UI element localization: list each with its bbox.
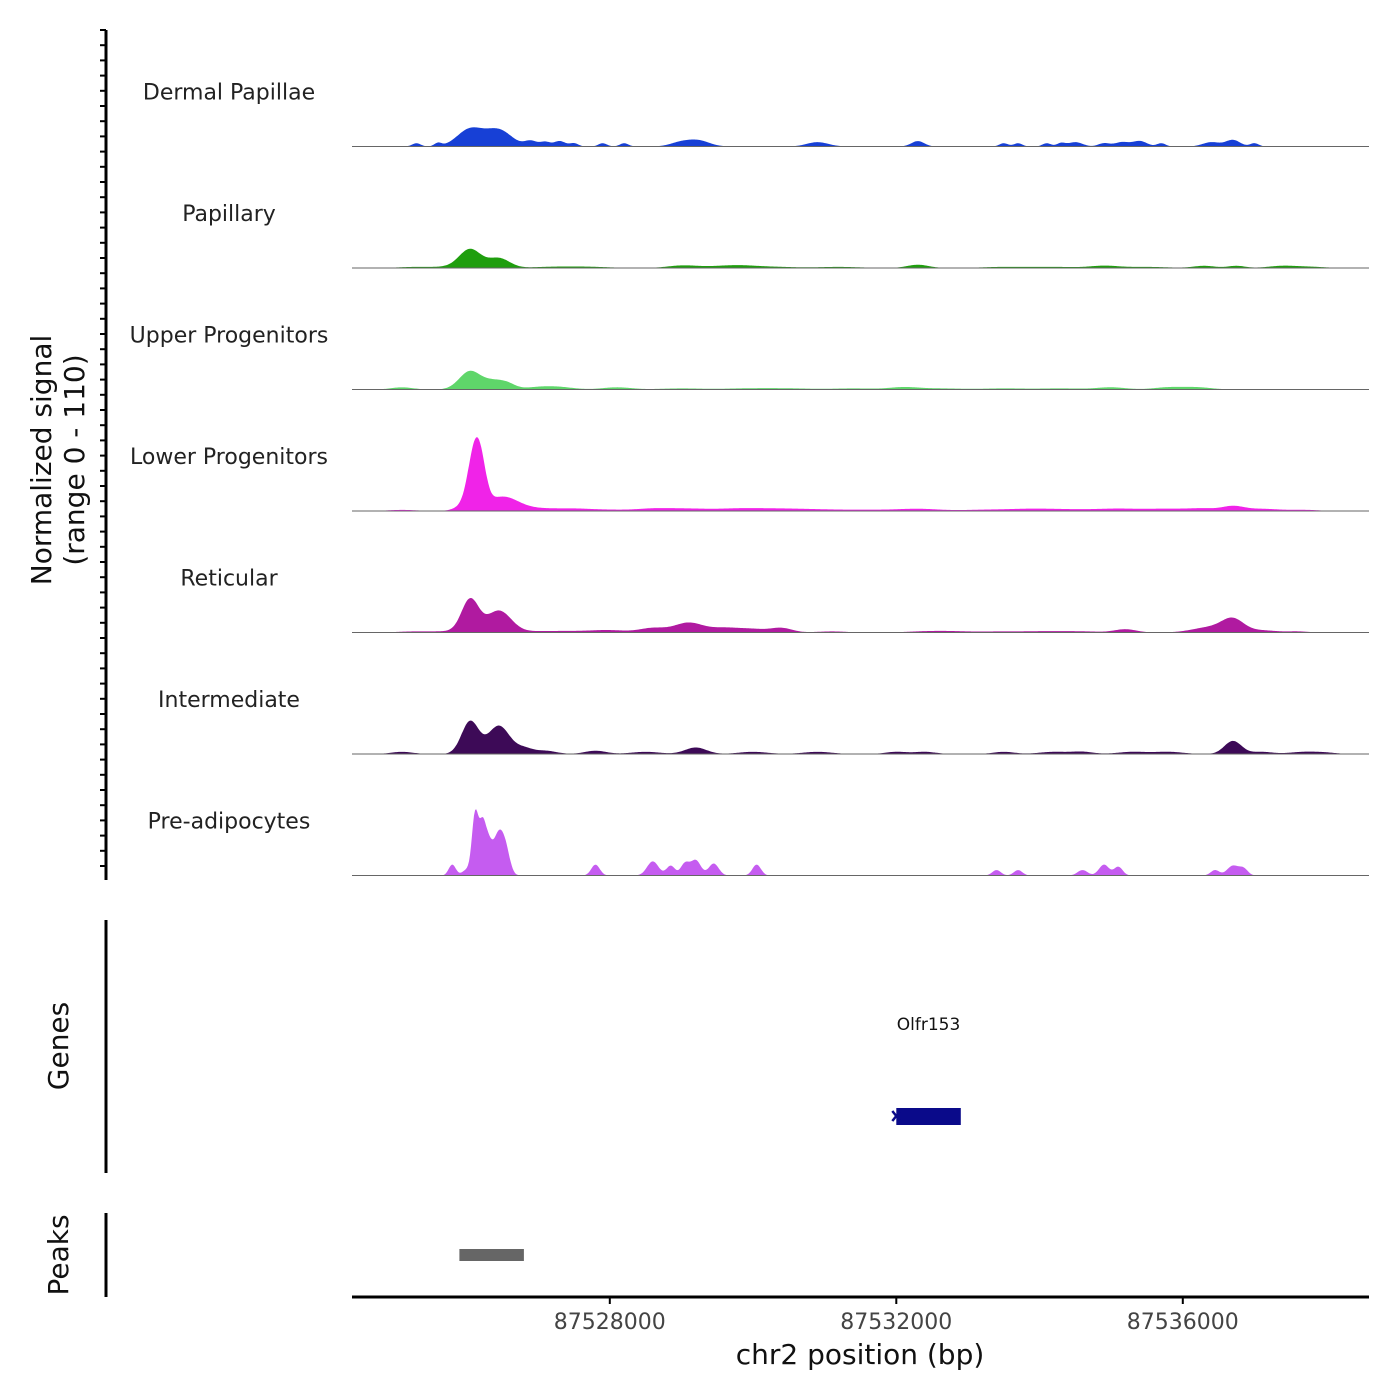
y-axis-title-line1: Normalized signal [25, 335, 58, 586]
signal-tracks: Dermal Papillae Papillary Upper Progenitor… [130, 81, 1369, 876]
y-axis-title: Normalized signal (range 0 - 110) [25, 335, 91, 586]
signal-axis-ticks [100, 29, 106, 867]
signal-area [352, 809, 1369, 876]
peaks-track-label: Peaks [42, 1214, 75, 1295]
gene-body [896, 1108, 961, 1125]
x-tick-label: 87536000 [1127, 1310, 1239, 1335]
genes-track-label: Genes [42, 1002, 75, 1090]
track-intermediate: Intermediate [158, 688, 1369, 755]
track-label: Upper Progenitors [130, 324, 329, 349]
gene-label: Olfr153 [897, 1015, 961, 1035]
track-label: Lower Progenitors [130, 445, 328, 470]
signal-area [352, 127, 1369, 147]
track-papillary: Papillary [182, 202, 1369, 269]
signal-area [352, 437, 1369, 511]
track-lower-progenitors: Lower Progenitors [130, 437, 1369, 512]
signal-area [352, 370, 1369, 390]
y-axis-title-line2: (range 0 - 110) [58, 354, 91, 565]
strand-arrow-icon [891, 1110, 902, 1122]
track-upper-progenitors: Upper Progenitors [130, 324, 1369, 390]
gene-olfr153: Olfr153 [891, 1015, 961, 1125]
genes-track: Olfr153 [891, 1015, 961, 1125]
x-tick-label: 87532000 [840, 1310, 952, 1335]
track-label: Reticular [180, 567, 278, 592]
track-label: Papillary [182, 202, 276, 227]
x-axis-ticks: 87528000 87532000 87536000 [554, 1297, 1239, 1335]
signal-area [352, 597, 1369, 633]
track-label: Pre-adipocytes [148, 810, 311, 835]
track-label: Intermediate [158, 688, 300, 713]
signal-area [352, 248, 1369, 268]
signal-area [352, 720, 1369, 754]
x-axis-title: chr2 position (bp) [736, 1338, 985, 1371]
track-pre-adipocytes: Pre-adipocytes [148, 809, 1369, 876]
track-reticular: Reticular [180, 567, 1369, 633]
peaks-track [459, 1249, 524, 1261]
peak-region [459, 1249, 524, 1261]
track-label: Dermal Papillae [143, 81, 315, 106]
x-tick-label: 87528000 [554, 1310, 666, 1335]
track-dermal-papillae: Dermal Papillae [143, 81, 1369, 147]
